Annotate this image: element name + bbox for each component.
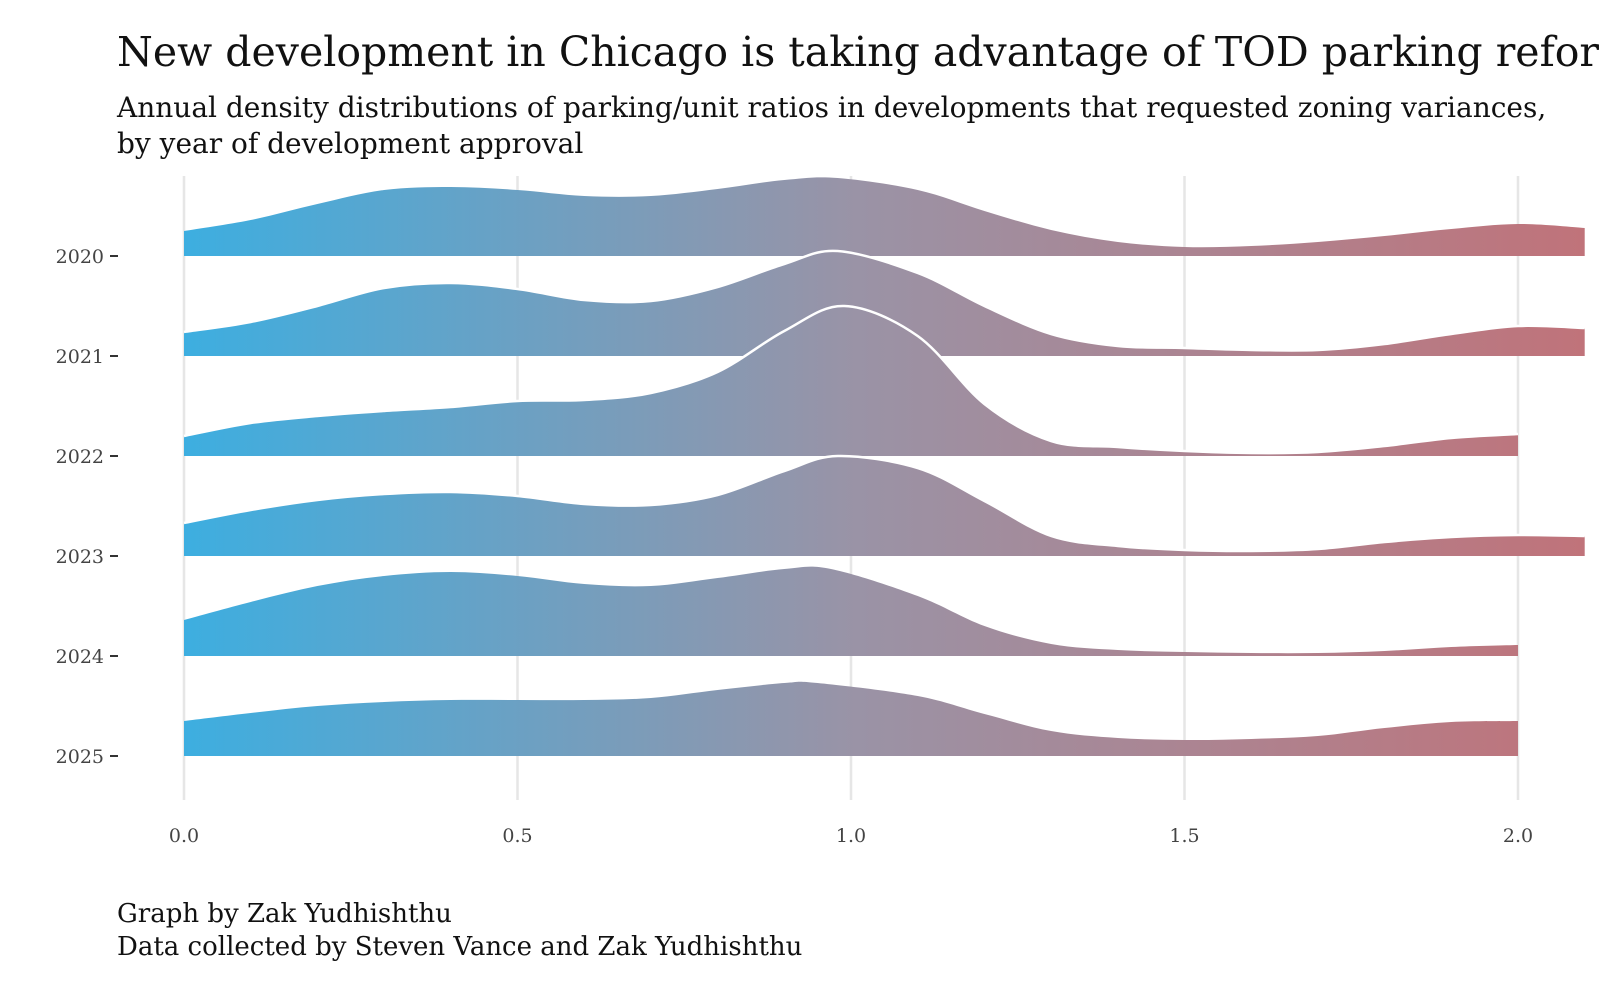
x-tick-label-0.0: 0.0 — [169, 825, 199, 847]
chart-subtitle: Annual density distributions of parking/… — [117, 90, 1546, 162]
chart-title: New development in Chicago is taking adv… — [117, 28, 1600, 76]
y-tick-label-2024: 2024 — [56, 646, 104, 668]
x-tick-label-2.0: 2.0 — [1503, 825, 1533, 847]
y-tick-label-2020: 2020 — [56, 246, 104, 268]
ridge-area-2025 — [184, 681, 1518, 756]
subtitle-line-1: Annual density distributions of parking/… — [117, 91, 1547, 124]
y-tick-label-2025: 2025 — [56, 746, 104, 768]
ridge-area-2024 — [184, 566, 1518, 656]
y-axis-ticks: 2020 2021 2022 2023 2024 2025 — [56, 246, 118, 768]
ridge-2025 — [184, 681, 1518, 756]
ridge-2022 — [183, 304, 1519, 456]
y-tick-label-2022: 2022 — [56, 446, 104, 468]
ridgeline-chart: 2020 2021 2022 2023 2024 2025 0.0 0.5 1.0 1.5 2.0 — [56, 176, 1585, 847]
ridge-2023 — [183, 454, 1585, 556]
y-tick-label-2021: 2021 — [56, 346, 104, 368]
ridge-outline-2023 — [183, 454, 1585, 553]
y-tick-label-2023: 2023 — [56, 546, 104, 568]
x-axis-ticks: 0.0 0.5 1.0 1.5 2.0 — [169, 825, 1533, 847]
ridge-2021 — [183, 249, 1585, 356]
caption-data-source: Data collected by Steven Vance and Zak Y… — [117, 932, 803, 962]
density-ridges — [183, 177, 1585, 756]
ridge-area-2021 — [184, 250, 1585, 356]
x-tick-label-0.5: 0.5 — [502, 825, 532, 847]
caption-author: Graph by Zak Yudhishthu — [117, 899, 452, 929]
ridge-2024 — [184, 566, 1518, 656]
ridge-2020 — [184, 177, 1585, 256]
ridge-outline-2021 — [183, 249, 1585, 352]
subtitle-line-2: by year of development approval — [117, 127, 584, 160]
ridge-area-2022 — [184, 305, 1518, 456]
ridge-outline-2022 — [183, 304, 1519, 455]
ridge-area-2020 — [184, 177, 1585, 256]
ridge-area-2023 — [184, 455, 1585, 556]
x-tick-label-1.0: 1.0 — [836, 825, 866, 847]
chart-caption: Graph by Zak Yudhishthu Data collected b… — [117, 898, 802, 964]
x-tick-label-1.5: 1.5 — [1169, 825, 1199, 847]
